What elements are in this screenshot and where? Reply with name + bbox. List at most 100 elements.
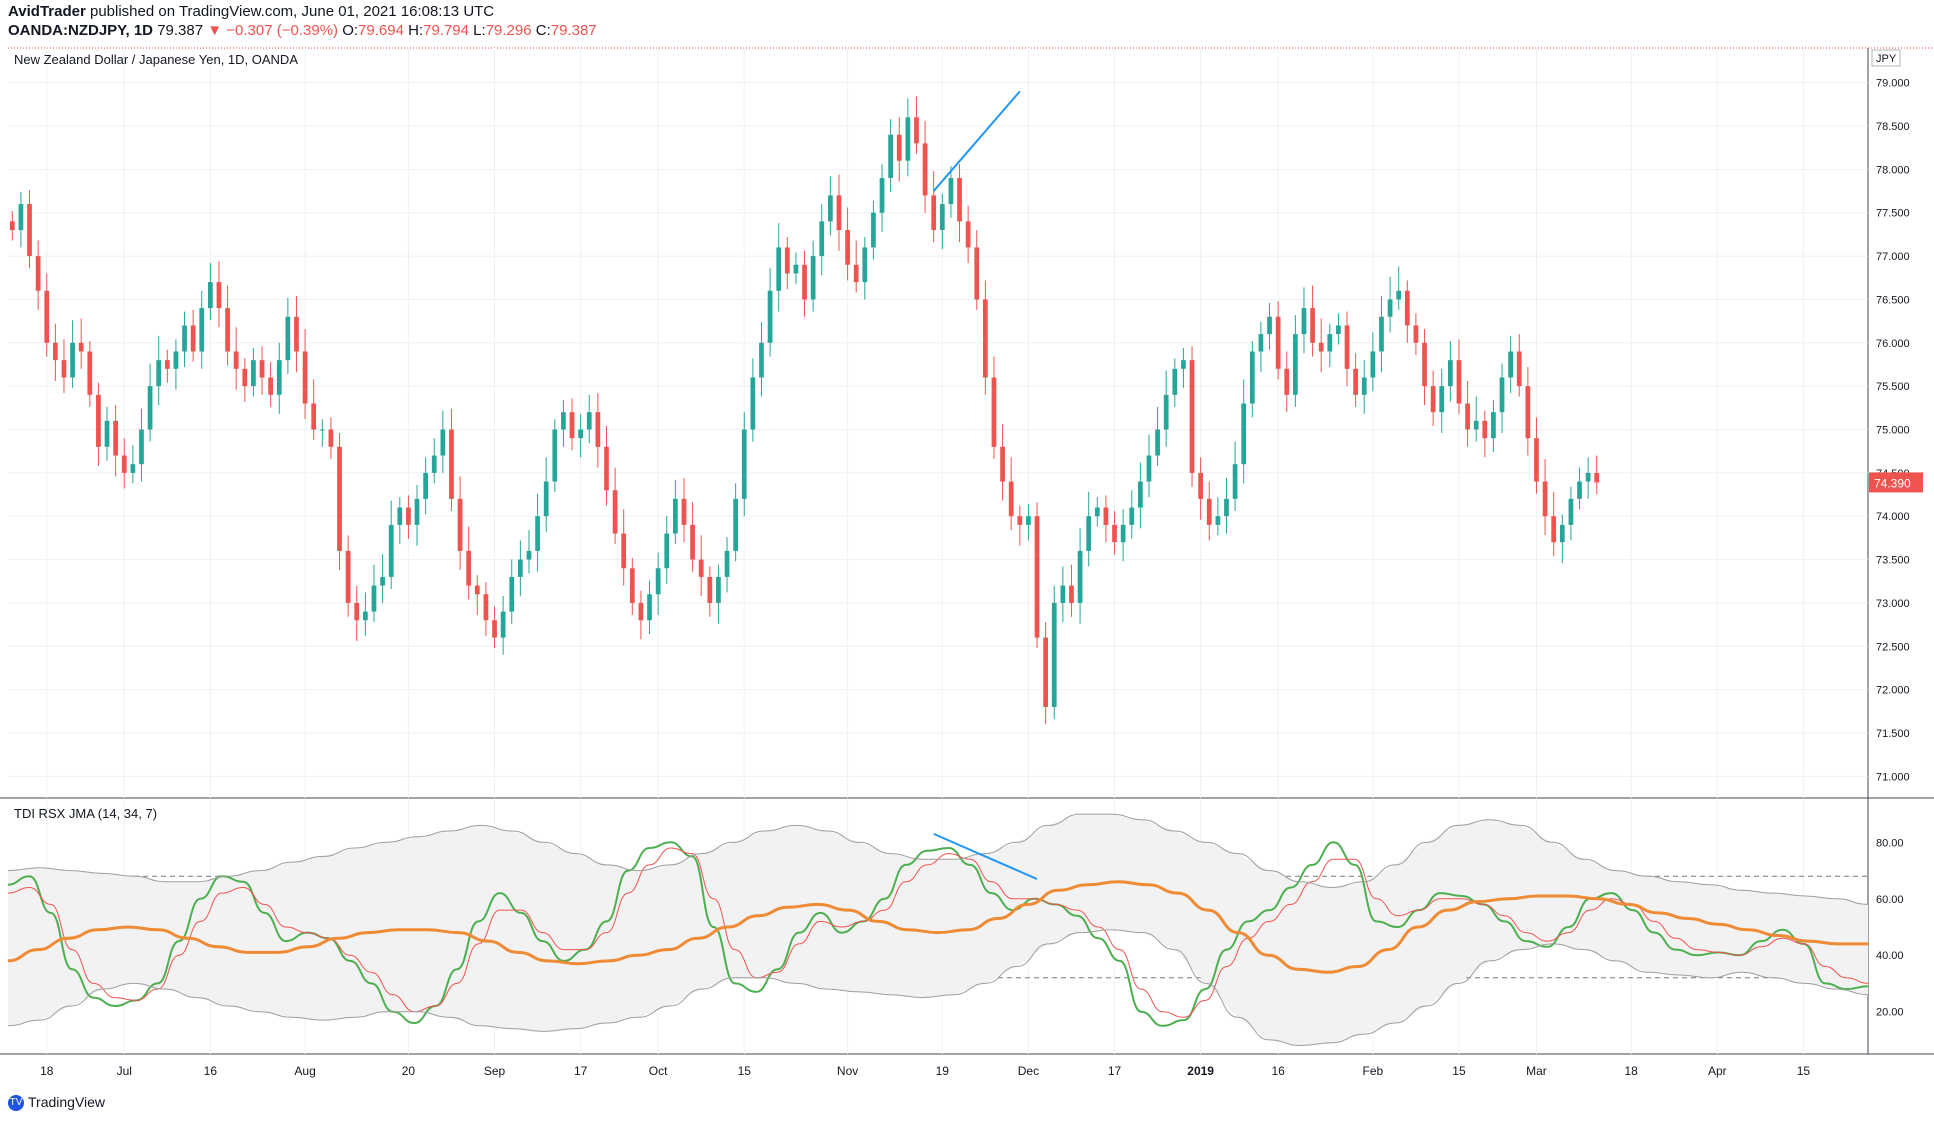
time-tick-label: 2019 bbox=[1187, 1064, 1214, 1078]
high-value: 79.794 bbox=[423, 22, 469, 39]
candle-body bbox=[1508, 351, 1514, 378]
candle-body bbox=[242, 368, 248, 387]
time-tick-label: 16 bbox=[204, 1064, 218, 1078]
candle-body bbox=[1292, 334, 1298, 395]
candle-body bbox=[1060, 585, 1066, 603]
open-label: O: bbox=[342, 22, 359, 39]
tradingview-logo[interactable]: TV TradingView bbox=[8, 1094, 106, 1112]
candle-body bbox=[991, 377, 997, 447]
indicator-line-upper_band bbox=[7, 813, 1869, 905]
candle-body bbox=[741, 429, 747, 499]
candle-body bbox=[423, 472, 429, 499]
candle-body bbox=[104, 420, 110, 447]
candle-body bbox=[905, 117, 911, 161]
candle-body bbox=[1422, 342, 1427, 387]
candle-body bbox=[328, 429, 334, 447]
candle-body bbox=[1499, 377, 1505, 413]
candle-body bbox=[526, 550, 532, 560]
candle-body bbox=[9, 221, 15, 231]
candle-body bbox=[1051, 602, 1057, 707]
candle-body bbox=[1327, 334, 1333, 352]
candle-body bbox=[1224, 498, 1229, 517]
price-change: ▼ −0.307 (−0.39%) bbox=[207, 22, 339, 39]
candle-body bbox=[1284, 368, 1290, 395]
candle-body bbox=[707, 576, 713, 603]
time-tick-label: 19 bbox=[936, 1064, 950, 1078]
candle-body bbox=[1241, 403, 1247, 465]
tradingview-mark-icon: TV bbox=[8, 1095, 24, 1112]
price-tick-label: 77.000 bbox=[1876, 251, 1910, 263]
candle-body bbox=[784, 247, 790, 274]
candle-body bbox=[190, 325, 196, 352]
candle-body bbox=[655, 568, 661, 595]
indicator-trendline bbox=[933, 832, 1038, 880]
candle-body bbox=[1430, 386, 1436, 413]
price-tick-label: 79.000 bbox=[1876, 78, 1910, 90]
candle-body bbox=[802, 264, 807, 300]
candle-body bbox=[931, 195, 937, 231]
candle-body bbox=[612, 490, 618, 534]
candle-body bbox=[1447, 360, 1453, 387]
candle-body bbox=[595, 412, 601, 447]
candle-body bbox=[1568, 498, 1574, 525]
low-value: 79.296 bbox=[485, 22, 532, 39]
price-tick-label: 76.500 bbox=[1876, 294, 1910, 306]
open-value: 79.694 bbox=[358, 22, 404, 39]
price-tick-label: 72.000 bbox=[1876, 685, 1910, 697]
time-tick-label: 15 bbox=[1797, 1064, 1811, 1078]
candle-body bbox=[569, 412, 575, 439]
candle-body bbox=[1034, 516, 1040, 638]
candle-body bbox=[810, 256, 816, 300]
candle-body bbox=[182, 325, 187, 352]
price-tick-label: 78.500 bbox=[1876, 121, 1910, 133]
candle-body bbox=[121, 455, 127, 473]
candle-body bbox=[604, 446, 609, 491]
candle-body bbox=[517, 559, 523, 577]
candle-body bbox=[362, 611, 368, 621]
tradingview-brand: TradingView bbox=[28, 1094, 106, 1110]
candle-body bbox=[509, 576, 515, 612]
publisher-name: AvidTrader bbox=[8, 3, 86, 20]
candle-body bbox=[285, 316, 291, 361]
indicator-title: TDI RSX JMA (14, 34, 7) bbox=[14, 806, 157, 821]
candle-body bbox=[1198, 472, 1204, 499]
candle-body bbox=[483, 594, 489, 621]
candle-body bbox=[922, 143, 928, 196]
time-tick-label: Jul bbox=[117, 1064, 132, 1078]
currency-badge bbox=[1871, 49, 1901, 67]
candle-body bbox=[690, 524, 695, 560]
indicator-line-jma_signal bbox=[7, 880, 1868, 974]
candle-body bbox=[974, 247, 980, 300]
price-tick-label: 75.000 bbox=[1876, 425, 1910, 437]
time-tick-label: Apr bbox=[1708, 1064, 1727, 1078]
indicator-tick-label: 40.00 bbox=[1876, 950, 1904, 962]
price-tick-label: 76.000 bbox=[1876, 338, 1910, 350]
candle-body bbox=[431, 455, 437, 473]
time-tick-label: 17 bbox=[1108, 1064, 1122, 1078]
candle-body bbox=[388, 524, 394, 577]
candle-body bbox=[1542, 481, 1548, 517]
time-tick-label: Dec bbox=[1018, 1064, 1039, 1078]
candle-body bbox=[672, 498, 678, 534]
indicator-tick-label: 60.00 bbox=[1876, 894, 1904, 906]
candle-body bbox=[414, 498, 420, 525]
candle-body bbox=[1301, 308, 1307, 335]
candle-body bbox=[199, 308, 205, 352]
candle-body bbox=[449, 429, 454, 499]
candle-body bbox=[1465, 403, 1470, 430]
candle-body bbox=[1559, 524, 1565, 543]
candle-body bbox=[474, 585, 480, 595]
candle-body bbox=[1086, 516, 1092, 551]
candle-body bbox=[1069, 585, 1074, 603]
time-tick-label: Sep bbox=[484, 1064, 506, 1078]
price-tick-label: 77.500 bbox=[1876, 208, 1910, 220]
candle-body bbox=[466, 550, 472, 586]
candle-body bbox=[586, 412, 592, 430]
time-tick-label: Nov bbox=[837, 1064, 858, 1078]
candle-body bbox=[1215, 516, 1221, 525]
candle-body bbox=[78, 342, 84, 352]
candle-body bbox=[638, 602, 644, 621]
price-tick-label: 71.000 bbox=[1876, 771, 1910, 783]
candle-body bbox=[578, 429, 584, 439]
